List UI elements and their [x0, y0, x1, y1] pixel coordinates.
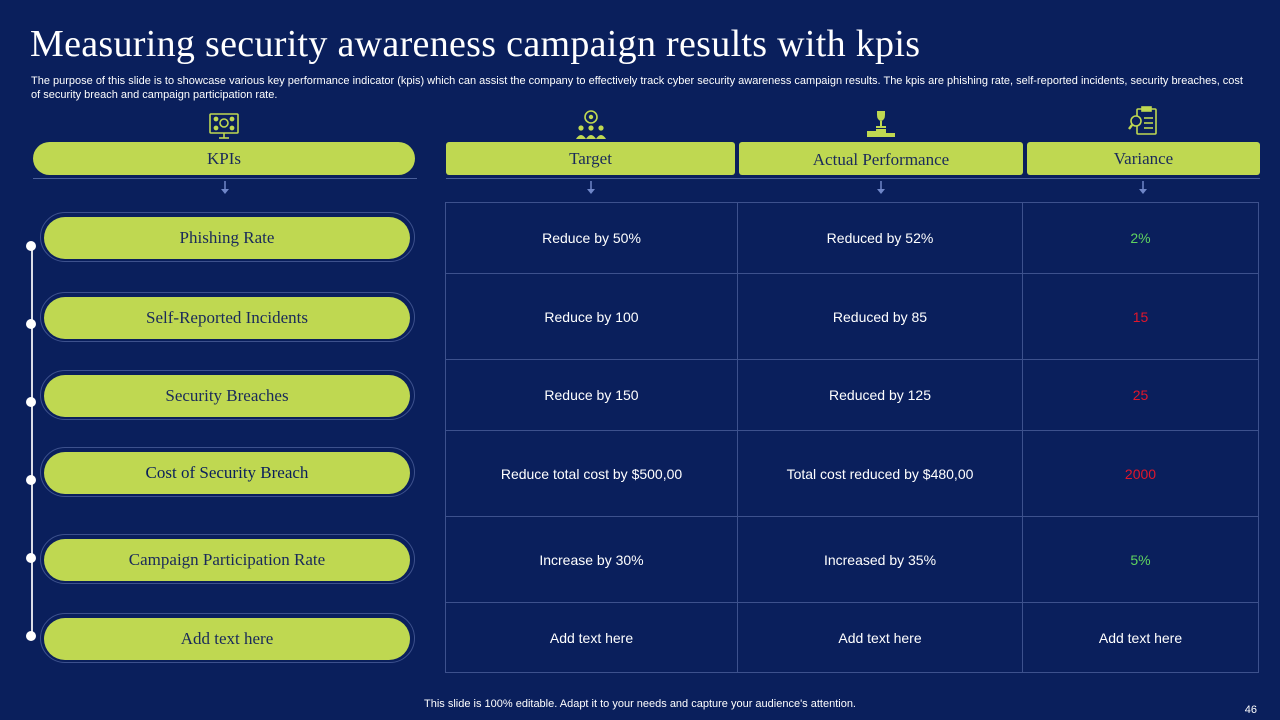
kpi-self-reported-incidents: Self-Reported Incidents — [44, 297, 410, 339]
row-divider — [445, 359, 1259, 360]
row-divider — [445, 602, 1259, 603]
target-cell: Add text here — [549, 629, 634, 646]
actual-performance-header: Actual Performance — [739, 142, 1023, 175]
variance-cell: 2000 — [1124, 465, 1157, 482]
kpi-outline — [40, 534, 415, 584]
target-cell: Reduce total cost by $500,00 — [500, 465, 683, 482]
document-search-icon — [1127, 106, 1161, 136]
arrow-down-icon — [587, 181, 595, 194]
column-divider — [737, 202, 738, 673]
arrow-down-icon — [1139, 181, 1147, 194]
arrow-down-icon — [877, 181, 885, 194]
kpi-outline — [40, 292, 415, 342]
row-divider — [445, 516, 1259, 517]
target-cell: Reduce by 100 — [544, 308, 639, 325]
timeline-dot — [26, 631, 36, 641]
kpi-campaign-participation-rate: Campaign Participation Rate — [44, 539, 410, 581]
kpi-add-text: Add text here — [44, 618, 410, 660]
trophy-podium-icon — [864, 108, 898, 138]
timeline-dot — [26, 241, 36, 251]
actual-cell: Reduced by 125 — [829, 387, 931, 403]
actual-cell: Total cost reduced by $480,00 — [786, 465, 974, 482]
kpi-security-breaches: Security Breaches — [44, 375, 410, 417]
kpi-outline — [40, 447, 415, 497]
actual-cell: Reduced by 52% — [826, 230, 934, 246]
variance-cell: 15 — [1132, 308, 1149, 325]
page-number: 46 — [1244, 704, 1257, 716]
actual-cell: Add text here — [838, 629, 922, 646]
timeline-dot — [26, 397, 36, 407]
arrow-down-icon — [221, 181, 229, 194]
slide-title: Measuring security awareness campaign re… — [30, 23, 921, 65]
timeline-line — [31, 245, 33, 639]
header-divider — [446, 178, 1260, 179]
variance-cell: 25 — [1132, 387, 1149, 403]
target-team-icon — [574, 110, 608, 140]
footer-note: This slide is 100% editable. Adapt it to… — [424, 698, 856, 710]
timeline-dot — [26, 319, 36, 329]
variance-header: Variance — [1027, 142, 1260, 175]
kpi-cost-of-security-breach: Cost of Security Breach — [44, 452, 410, 494]
target-header: Target — [446, 142, 735, 175]
kpi-table — [445, 202, 1259, 673]
column-divider — [1022, 202, 1023, 673]
kpi-phishing-rate: Phishing Rate — [44, 217, 410, 259]
target-cell: Increase by 30% — [539, 551, 644, 568]
timeline-dot — [26, 553, 36, 563]
row-divider — [445, 273, 1259, 274]
timeline-dot — [26, 475, 36, 485]
actual-cell: Increased by 35% — [823, 551, 937, 568]
variance-cell: Add text here — [1098, 629, 1183, 646]
slide-subtitle: The purpose of this slide is to showcase… — [31, 75, 1243, 101]
target-cell: Reduce by 150 — [544, 387, 639, 403]
header-divider — [33, 178, 417, 179]
kpi-outline — [40, 370, 415, 420]
row-divider — [445, 430, 1259, 431]
kpis-header: KPIs — [33, 142, 415, 175]
kpi-outline — [40, 212, 415, 262]
variance-cell: 5% — [1130, 551, 1151, 568]
kpi-outline — [40, 613, 415, 663]
target-cell: Reduce by 50% — [542, 230, 641, 246]
monitor-network-icon — [207, 111, 241, 141]
actual-cell: Reduced by 85 — [832, 308, 928, 325]
variance-cell: 2% — [1130, 230, 1151, 246]
